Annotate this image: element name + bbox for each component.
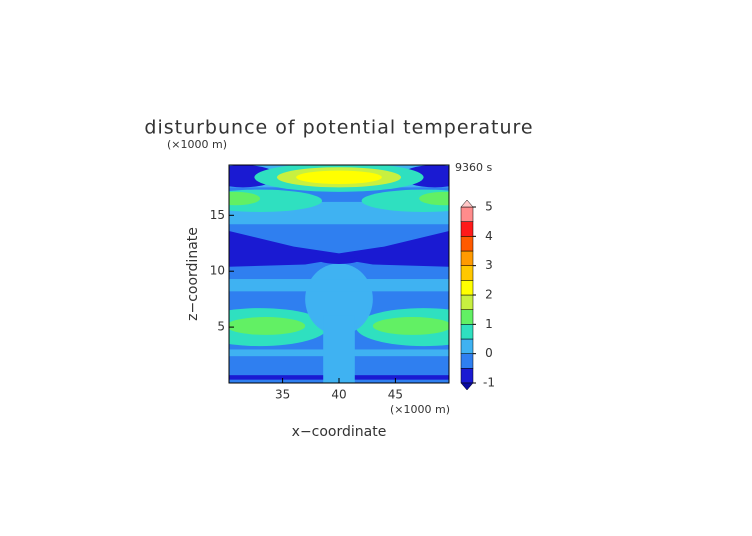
y-axis-label: z−coordinate bbox=[185, 227, 201, 321]
colorbar-tick-label: 5 bbox=[485, 200, 493, 214]
contour-region bbox=[372, 317, 449, 335]
colorbar-tick-label: 3 bbox=[485, 258, 493, 272]
colorbar-band bbox=[460, 353, 474, 369]
colorbar-band bbox=[460, 206, 474, 222]
colorbar-band bbox=[460, 294, 474, 310]
contour-region bbox=[419, 191, 449, 206]
colorbar-tick-label: 4 bbox=[485, 229, 493, 243]
colorbar-band bbox=[460, 236, 474, 252]
contour-field bbox=[229, 165, 449, 383]
colorbar-band bbox=[460, 338, 474, 354]
x-tick-label: 35 bbox=[275, 388, 290, 402]
y-tick-label: 10 bbox=[210, 264, 225, 278]
colorbar-tick-label: 2 bbox=[485, 288, 493, 302]
time-label: 9360 s bbox=[455, 161, 492, 174]
contour-region bbox=[296, 170, 382, 185]
colorbar-under bbox=[460, 382, 474, 391]
colorbar-tick-label: 1 bbox=[485, 317, 493, 331]
y-tick-label: 15 bbox=[210, 208, 225, 222]
x-axis-label: x−coordinate bbox=[292, 424, 387, 440]
colorbar-band bbox=[460, 221, 474, 237]
y-unit: (×1000 m) bbox=[167, 138, 227, 151]
colorbar-tick-label: -1 bbox=[483, 376, 495, 390]
colorbar-band bbox=[460, 250, 474, 266]
colorbar-band bbox=[460, 324, 474, 340]
x-tick-label: 45 bbox=[388, 388, 403, 402]
contour-region bbox=[229, 317, 306, 335]
colorbar-band bbox=[460, 368, 474, 384]
contour-region bbox=[323, 315, 355, 383]
colorbar-band bbox=[460, 309, 474, 325]
x-unit: (×1000 m) bbox=[390, 403, 450, 416]
contour-region bbox=[229, 191, 261, 206]
colorbar-band bbox=[460, 265, 474, 281]
chart-title: disturbunce of potential temperature bbox=[144, 117, 533, 139]
contour-region bbox=[229, 230, 449, 267]
x-tick-label: 40 bbox=[331, 388, 346, 402]
colorbar-tick-label: 0 bbox=[485, 346, 493, 360]
contour-region bbox=[229, 279, 449, 292]
contour-region bbox=[318, 256, 360, 264]
colorbar-over bbox=[460, 199, 474, 208]
colorbar-band bbox=[460, 280, 474, 296]
y-tick-label: 5 bbox=[217, 320, 225, 334]
